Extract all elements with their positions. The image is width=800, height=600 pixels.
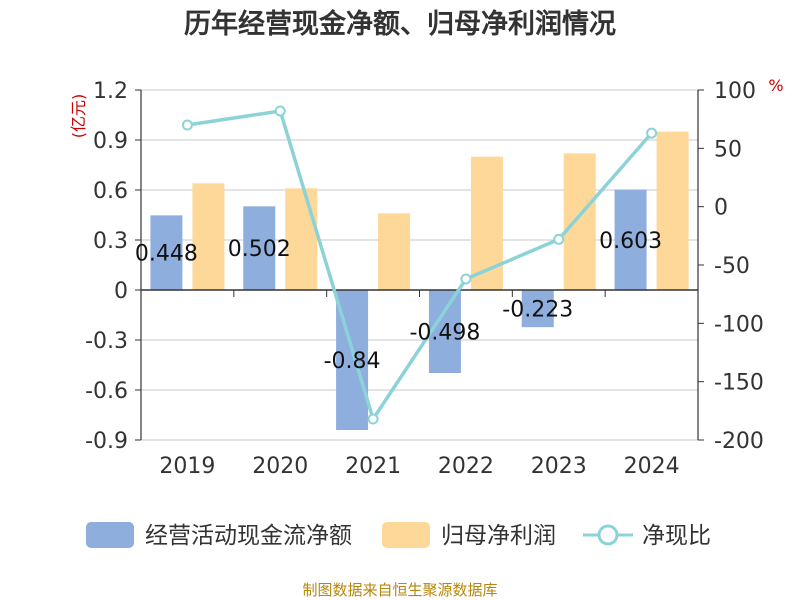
left-tick-label: 0.3 [93, 229, 128, 254]
cashflow-data-label: 0.448 [135, 242, 198, 267]
x-tick-label: 2021 [345, 454, 401, 479]
profit-bar [563, 153, 596, 290]
cashflow-bar [150, 215, 183, 290]
cashflow-bar [614, 189, 647, 290]
legend-swatch-profit [382, 522, 430, 548]
left-tick-label: 1.2 [93, 79, 128, 104]
ratio-point [181, 119, 193, 131]
legend-swatch-ratio-marker [597, 524, 619, 546]
x-tick-label: 2020 [252, 454, 308, 479]
ratio-point [274, 105, 286, 117]
ratio-point [460, 273, 472, 285]
left-axis-unit: (亿元) [69, 94, 88, 139]
left-tick-label: 0 [114, 279, 128, 304]
left-tick-label: -0.9 [85, 429, 128, 454]
left-tick-label: -0.3 [85, 329, 128, 354]
left-tick-label: -0.6 [85, 379, 128, 404]
legend-label-profit: 归母净利润 [441, 523, 556, 549]
right-tick-label: 100 [714, 79, 756, 104]
cashflow-data-label: -0.84 [324, 349, 381, 374]
cashflow-data-label: 0.502 [228, 237, 291, 262]
profit-bar [285, 188, 318, 290]
legend-label-ratio: 净现比 [642, 523, 711, 549]
legend: 经营活动现金流净额 归母净利润 净现比 [86, 522, 711, 549]
profit-bar [470, 156, 503, 290]
profit-bar [656, 131, 689, 290]
x-tick-label: 2024 [624, 454, 680, 479]
right-tick-label: -100 [714, 312, 764, 337]
profit-bar [378, 213, 411, 290]
left-tick-label: 0.9 [93, 129, 128, 154]
chart-title: 历年经营现金净额、归母净利润情况 [184, 8, 616, 40]
line-series [181, 105, 658, 425]
ratio-point [367, 413, 379, 425]
x-tick-label: 2019 [159, 454, 215, 479]
cashflow-data-label: 0.603 [599, 229, 662, 254]
x-tick-label: 2022 [438, 454, 494, 479]
grid [141, 89, 698, 441]
legend-swatch-cashflow [86, 522, 134, 548]
cashflow-data-label: -0.223 [502, 298, 573, 323]
data-labels: 0.448 0.502 -0.84 -0.498 -0.223 0.603 [135, 229, 662, 374]
right-tick-label: 0 [714, 196, 728, 221]
bars [150, 131, 689, 430]
ratio-line [187, 109, 653, 421]
right-tick-label: -200 [714, 429, 764, 454]
left-tick-label: 0.6 [93, 179, 128, 204]
right-tick-label: 50 [714, 137, 742, 162]
axes: 1.2 0.9 0.6 0.3 0 -0.3 -0.6 -0.9 100 50 0 -50 -100 -1… [85, 79, 764, 479]
right-tick-label: -50 [714, 254, 750, 279]
right-tick-label: -150 [714, 371, 764, 396]
cashflow-data-label: -0.498 [409, 321, 480, 346]
cashflow-bar [521, 290, 554, 328]
cashflow-bar [428, 290, 461, 373]
ratio-point [646, 127, 658, 139]
source-note: 制图数据来自恒生聚源数据库 [302, 581, 497, 599]
right-axis-unit: % [768, 76, 783, 95]
ratio-point [553, 233, 565, 245]
cashflow-bar [243, 206, 276, 290]
x-tick-label: 2023 [531, 454, 587, 479]
profit-bar [192, 183, 225, 290]
legend-label-cashflow: 经营活动现金流净额 [145, 523, 352, 549]
